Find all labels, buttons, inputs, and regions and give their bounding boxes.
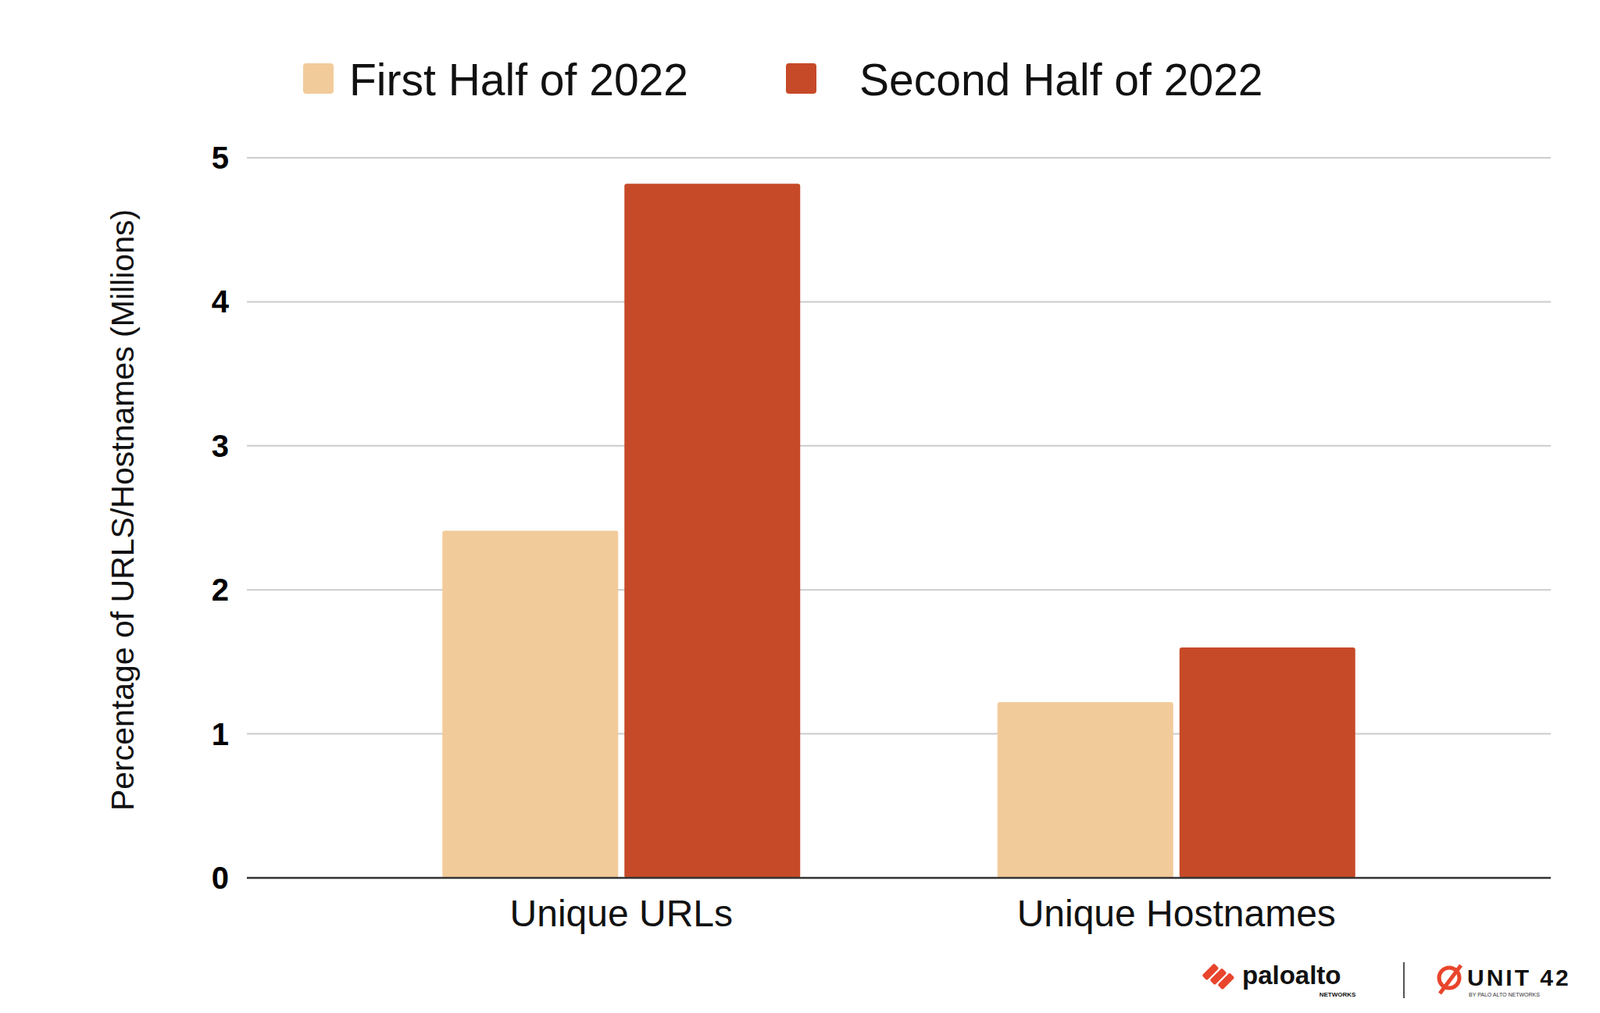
x-tick-label: Unique URLs [510, 892, 733, 935]
y-tick-label: 1 [211, 717, 229, 752]
bars [442, 183, 1355, 879]
grid-line [246, 157, 1551, 159]
logo-subtext: BY PALO ALTO NETWORKS [1468, 992, 1540, 998]
grid-line [246, 445, 1551, 447]
y-tick-label: 3 [211, 428, 229, 464]
legend-swatch [303, 63, 334, 94]
logos: paloaltoNETWORKS UNIT 42BY PALO ALTO NETW… [1201, 960, 1571, 999]
grid-line [246, 300, 1551, 303]
y-tick-label: 2 [211, 572, 229, 608]
bar [624, 183, 800, 879]
legend-label: First Half of 2022 [349, 54, 689, 105]
logo-subtext: NETWORKS [1319, 991, 1357, 999]
y-tick-label: 4 [211, 284, 230, 319]
bar [442, 531, 618, 879]
chart-root: 0 1 2 3 4 5 Unique URLs Unique Hostnames Percent… [0, 0, 1600, 1013]
logo-stripe [1217, 972, 1235, 990]
y-tick-label: 5 [211, 140, 229, 175]
legend-label: Second Half of 2022 [859, 54, 1264, 105]
y-axis-label: Percentage of URLS/Hostnames (Millions) [104, 209, 141, 811]
logo-icon-slash [1439, 965, 1461, 994]
legend-swatch [785, 63, 817, 94]
chart: 0 1 2 3 4 5 Unique URLs Unique Hostnames Percent… [0, 0, 1600, 1013]
logo-separator [1403, 962, 1405, 999]
x-axis-line [246, 877, 1551, 880]
bar [1179, 647, 1356, 879]
grid: 0 1 2 3 4 5 [211, 140, 1551, 896]
x-tick-label: Unique Hostnames [1017, 892, 1336, 935]
bar [997, 702, 1174, 879]
y-tick-label: 0 [211, 860, 229, 896]
logo-text: UNIT 42 [1467, 964, 1572, 991]
logo-text: paloalto [1242, 960, 1342, 990]
